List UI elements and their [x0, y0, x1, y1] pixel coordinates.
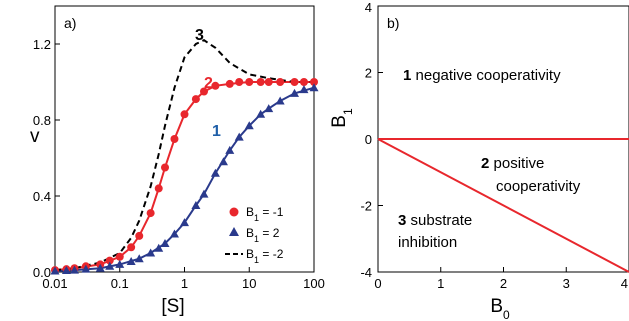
data-point-triangle — [199, 189, 209, 198]
a-ytick-label: 1.2 — [33, 37, 51, 52]
legend-label-2: B1 = 2 — [246, 226, 280, 244]
data-point-triangle — [210, 168, 220, 177]
data-point-circle — [245, 78, 254, 86]
data-point-triangle — [309, 83, 319, 92]
data-point-circle — [235, 78, 244, 86]
data-point-triangle — [61, 265, 71, 274]
curve-label-3: 3 — [195, 27, 204, 44]
data-point-circle — [146, 209, 155, 218]
curve-label-1: 1 — [212, 123, 221, 140]
panel-b: b) 0 1 2 3 4 -4 -2 0 2 4 B1 B0 1 negative coopera… — [329, 0, 629, 321]
data-point-circle — [299, 78, 308, 86]
b-ytick-label: -4 — [360, 265, 372, 280]
data-point-triangle — [225, 145, 235, 154]
panel-a-ticks: 0.01 0.1 1 10 100 0.0 0.4 0.8 1.2 — [33, 37, 325, 291]
data-point-triangle — [264, 104, 274, 113]
data-point-triangle — [81, 264, 91, 273]
region-3-label: 3 substrate — [398, 212, 472, 229]
region-2-label: 2 positive — [481, 155, 544, 172]
b-ytick-label: 0 — [365, 132, 372, 147]
data-point-triangle — [134, 254, 144, 263]
data-point-circle — [256, 78, 265, 86]
data-point-circle — [264, 78, 273, 86]
region-1-label: 1 negative cooperativity — [403, 67, 561, 84]
data-point-triangle — [218, 157, 228, 166]
data-point-triangle — [180, 218, 189, 227]
data-point-circle — [290, 78, 299, 86]
data-point-circle — [310, 78, 318, 86]
data-point-circle — [115, 252, 124, 261]
panel-b-xlabel: B0 — [490, 296, 510, 321]
a-xtick-label: 100 — [303, 276, 325, 291]
panel-b-ylabel: B1 — [329, 108, 355, 128]
panel-a-label: a) — [64, 15, 76, 31]
legend-label-1: B1 = -1 — [246, 205, 284, 223]
data-point-triangle — [126, 257, 136, 266]
data-point-circle — [154, 184, 163, 193]
data-point-circle — [170, 135, 179, 143]
data-point-triangle — [146, 248, 156, 257]
series-line-3 — [54, 39, 314, 272]
panel-b-ticks: 0 1 2 3 4 -4 -2 0 2 4 — [360, 0, 629, 291]
b-xtick-label: 2 — [500, 276, 507, 291]
data-point-circle — [180, 110, 189, 119]
b-ytick-label: 2 — [365, 66, 372, 81]
b-xtick-label: 3 — [563, 276, 570, 291]
data-point-triangle — [299, 85, 309, 94]
panel-a-points — [50, 78, 319, 275]
panel-a-ylabel: v — [30, 126, 40, 147]
data-point-triangle — [50, 266, 60, 275]
b-xtick-label: 4 — [621, 276, 628, 291]
data-point-circle — [105, 256, 114, 265]
b-ytick-label: -2 — [360, 199, 372, 214]
data-point-circle — [135, 231, 144, 240]
data-point-triangle — [275, 96, 285, 105]
legend-label-3: B1 = -2 — [246, 247, 284, 265]
a-xtick-label: 0.1 — [111, 276, 129, 291]
data-point-triangle — [244, 121, 254, 130]
series-line-1 — [54, 81, 314, 272]
legend-marker-circle — [229, 207, 239, 217]
panel-a-legend: B1 = -1 B1 = 2 B1 = -2 — [225, 205, 284, 265]
data-point-circle — [199, 87, 208, 96]
a-ytick-label: 0.8 — [33, 113, 51, 128]
panel-a: a) 0.01 0.1 1 10 100 0.0 0.4 0.8 1.2 v [S] 3 2 1… — [30, 5, 325, 317]
data-point-triangle — [234, 132, 244, 141]
data-point-circle — [211, 81, 220, 90]
data-point-triangle — [105, 261, 115, 270]
data-point-triangle — [169, 229, 179, 238]
panel-b-label: b) — [387, 15, 399, 31]
a-xtick-label: 10 — [242, 276, 256, 291]
data-point-circle — [161, 163, 170, 172]
data-point-circle — [127, 243, 136, 252]
legend-marker-triangle — [229, 227, 239, 236]
data-point-triangle — [160, 239, 170, 247]
a-xtick-label: 1 — [181, 276, 188, 291]
data-point-circle — [276, 78, 285, 86]
data-point-triangle — [115, 259, 125, 268]
data-point-triangle — [95, 263, 105, 272]
data-point-circle — [191, 95, 200, 104]
panel-b-lines — [377, 138, 629, 273]
panel-a-xlabel: [S] — [161, 296, 184, 317]
data-point-triangle — [290, 88, 300, 97]
data-point-triangle — [191, 201, 201, 209]
curve-label-2: 2 — [204, 75, 213, 92]
boundary-line-2 — [377, 138, 629, 273]
data-point-triangle — [256, 109, 266, 118]
a-xtick-label: 0.01 — [42, 276, 67, 291]
region-2-label-line2: cooperativity — [496, 178, 581, 195]
a-ytick-label: 0.0 — [33, 265, 51, 280]
b-xtick-label: 1 — [437, 276, 444, 291]
b-ytick-label: 4 — [365, 0, 372, 15]
region-3-label-line2: inhibition — [398, 234, 457, 251]
data-point-circle — [225, 79, 234, 88]
a-ytick-label: 0.4 — [33, 189, 51, 204]
data-point-triangle — [154, 243, 164, 252]
b-xtick-label: 0 — [374, 276, 381, 291]
data-point-triangle — [69, 265, 79, 274]
